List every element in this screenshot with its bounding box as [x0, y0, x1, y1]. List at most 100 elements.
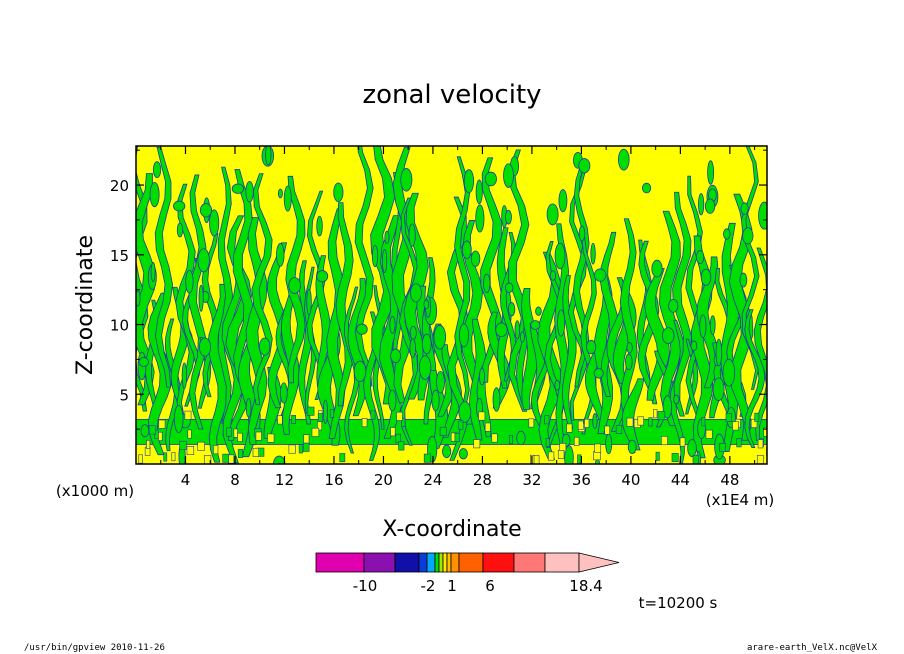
colorbar-tick-label: 6: [485, 577, 495, 595]
negative-velocity-blob: [492, 387, 501, 412]
negative-velocity-blob: [458, 448, 468, 460]
negative-velocity-blob: [458, 323, 469, 348]
near-surface-cell: [361, 418, 368, 428]
near-surface-cell: [528, 418, 535, 428]
near-surface-cell: [604, 425, 610, 435]
negative-velocity-region: [446, 196, 469, 461]
colorbar-swatch: [394, 552, 420, 573]
negative-velocity-blob: [382, 249, 388, 274]
negative-velocity-blob: [707, 160, 715, 185]
negative-velocity-blob: [458, 401, 472, 423]
negative-velocity-blob: [586, 339, 597, 355]
colorbar-swatch: [434, 552, 440, 573]
near-surface-cell: [277, 415, 283, 425]
near-surface-cell: [545, 438, 550, 447]
negative-velocity-blob: [384, 230, 390, 245]
negative-velocity-blob: [408, 223, 416, 247]
y-tick-label: 5: [119, 386, 129, 404]
negative-velocity-region: [232, 169, 254, 409]
negative-velocity-blob: [516, 430, 526, 446]
colorbar-swatch: [438, 552, 444, 573]
x-tick-label: 48: [720, 471, 739, 489]
negative-velocity-blob: [371, 245, 379, 268]
near-surface-cell: [705, 429, 713, 439]
negative-velocity-blob: [564, 445, 574, 464]
negative-velocity-blob: [495, 322, 508, 338]
negative-velocity-blob: [651, 259, 663, 278]
negative-velocity-blob: [662, 327, 675, 345]
near-surface-cell: [573, 436, 580, 446]
x-tick-label: 12: [275, 471, 294, 489]
near-surface-cell: [653, 409, 658, 419]
near-surface-cell: [317, 421, 323, 431]
negative-velocity-blob: [198, 284, 204, 312]
near-surface-cell: [756, 455, 764, 464]
near-surface-cell: [370, 410, 376, 420]
near-surface-cell: [158, 431, 163, 441]
near-surface-cell: [148, 425, 157, 435]
y-axis-label: Z-coordinate: [73, 235, 98, 375]
x-tick-label: 24: [423, 471, 442, 489]
near-surface-cell: [655, 451, 660, 461]
colorbar-swatch: [426, 552, 436, 573]
negative-velocity-blob: [758, 201, 767, 230]
near-surface-cell: [593, 451, 601, 461]
negative-velocity-blob: [442, 444, 452, 459]
negative-velocity-blob: [276, 243, 285, 267]
plot-frame: [135, 145, 768, 465]
negative-velocity-region: [217, 166, 233, 424]
negative-velocity-blob: [739, 272, 748, 288]
near-surface-cell: [226, 427, 232, 437]
negative-velocity-blob: [687, 439, 697, 458]
x-tick-label: 44: [671, 471, 690, 489]
y-axis: 5 10 15 20: [110, 149, 767, 430]
negative-velocity-blob: [277, 188, 283, 199]
negative-velocity-blob: [641, 182, 652, 194]
negative-velocity-blob: [514, 320, 521, 340]
negative-velocity-blob: [198, 337, 212, 357]
negative-velocity-blob: [418, 355, 432, 380]
colorbar-swatch: [450, 552, 460, 573]
near-surface-cell: [757, 439, 764, 449]
negative-velocity-blob: [209, 209, 220, 237]
x-tick-label: 32: [522, 471, 541, 489]
negative-velocity-blob: [245, 397, 252, 418]
near-surface-cell: [637, 416, 644, 426]
near-surface-cell: [184, 410, 192, 420]
negative-velocity-blob: [265, 146, 272, 166]
negative-velocity-blob: [390, 348, 402, 364]
negative-velocity-blob: [662, 395, 673, 419]
negative-velocity-region: [637, 240, 660, 405]
negative-velocity-region: [753, 247, 767, 442]
negative-velocity-blob: [700, 268, 712, 286]
near-surface-cell: [213, 445, 219, 455]
x-tick-label: 36: [572, 471, 591, 489]
near-surface-cell: [679, 437, 686, 447]
near-surface-cell: [584, 418, 590, 428]
negative-velocity-blob: [463, 169, 475, 194]
negative-velocity-blob: [558, 189, 568, 213]
negative-velocity-blob: [698, 193, 705, 216]
negative-velocity-blob: [152, 161, 162, 179]
near-surface-cell: [396, 411, 403, 421]
negative-velocity-blob: [316, 270, 329, 283]
velocity-field: [136, 146, 767, 464]
x-axis-label: X-coordinate: [382, 517, 521, 542]
negative-velocity-region: [136, 173, 157, 406]
near-surface-cell: [478, 411, 486, 421]
negative-velocity-blob: [484, 171, 497, 187]
negative-velocity-blob: [578, 225, 586, 242]
negative-velocity-region: [658, 210, 683, 427]
near-surface-cell: [288, 444, 296, 454]
near-surface-cell: [719, 442, 726, 452]
negative-velocity-blob: [410, 283, 422, 303]
negative-velocity-region: [521, 287, 540, 410]
colorbar-swatch: [458, 552, 484, 573]
negative-velocity-blob: [709, 315, 716, 335]
near-surface-cell: [458, 420, 464, 430]
negative-velocity-blob: [554, 242, 566, 270]
negative-velocity-blob: [590, 242, 596, 265]
near-surface-cell: [171, 452, 176, 462]
colorbar-swatch: [544, 552, 580, 573]
negative-velocity-blob: [431, 389, 440, 412]
